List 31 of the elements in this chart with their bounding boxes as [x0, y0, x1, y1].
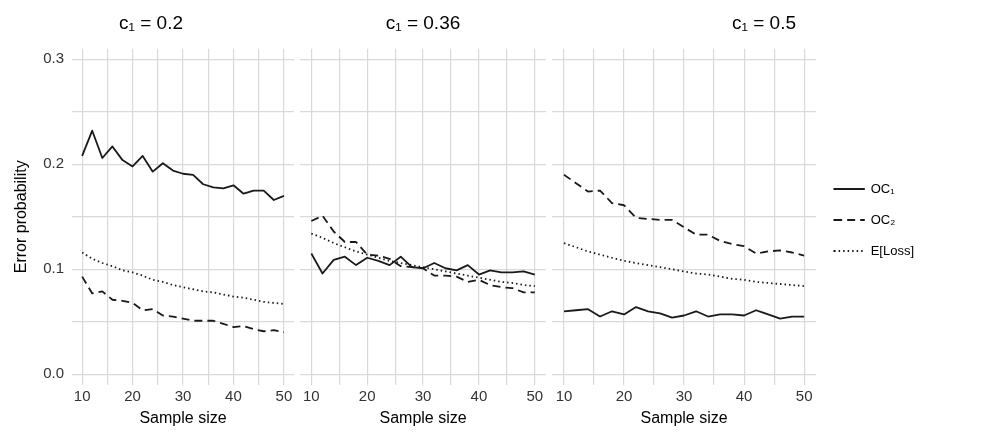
- y-tick-label: 0.2: [43, 154, 65, 172]
- chart-title: c₁ = 0.36: [385, 11, 461, 33]
- x-tick-label: 20: [358, 386, 376, 404]
- x-tick-label: 50: [526, 386, 544, 404]
- y-tick-label: 0.3: [43, 49, 65, 67]
- x-tick-label: 30: [675, 386, 693, 404]
- x-tick-label: 40: [470, 386, 488, 404]
- x-axis-title: Sample size: [379, 408, 467, 426]
- x-tick-label: 10: [555, 386, 573, 404]
- x-axis-title: Sample size: [139, 408, 227, 426]
- y-axis-title: Error probability: [12, 160, 30, 274]
- x-axis-title: Sample size: [640, 408, 728, 426]
- x-tick-label: 10: [303, 386, 320, 404]
- x-tick-label: 10: [73, 386, 91, 404]
- y-tick-label: 0.0: [43, 364, 65, 382]
- y-tick-label: 0.1: [43, 259, 65, 277]
- x-tick-label: 30: [414, 386, 432, 404]
- x-tick-label: 20: [124, 386, 141, 404]
- x-tick-label: 40: [225, 386, 242, 404]
- line-series: [81, 251, 285, 305]
- legend-label: E[Loss]: [870, 242, 966, 258]
- x-tick-label: 30: [174, 386, 192, 404]
- chart-title: c₁ = 0.2: [119, 11, 183, 33]
- x-tick-label: 50: [275, 386, 293, 404]
- legend-label: OC₁: [870, 180, 947, 196]
- x-tick-label: 20: [615, 386, 633, 404]
- chart-title: c₁ = 0.5: [732, 11, 796, 33]
- line-series: [81, 275, 285, 334]
- x-tick-label: 40: [735, 386, 753, 404]
- x-tick-label: 50: [795, 386, 813, 404]
- legend-label: OC₂: [870, 211, 948, 227]
